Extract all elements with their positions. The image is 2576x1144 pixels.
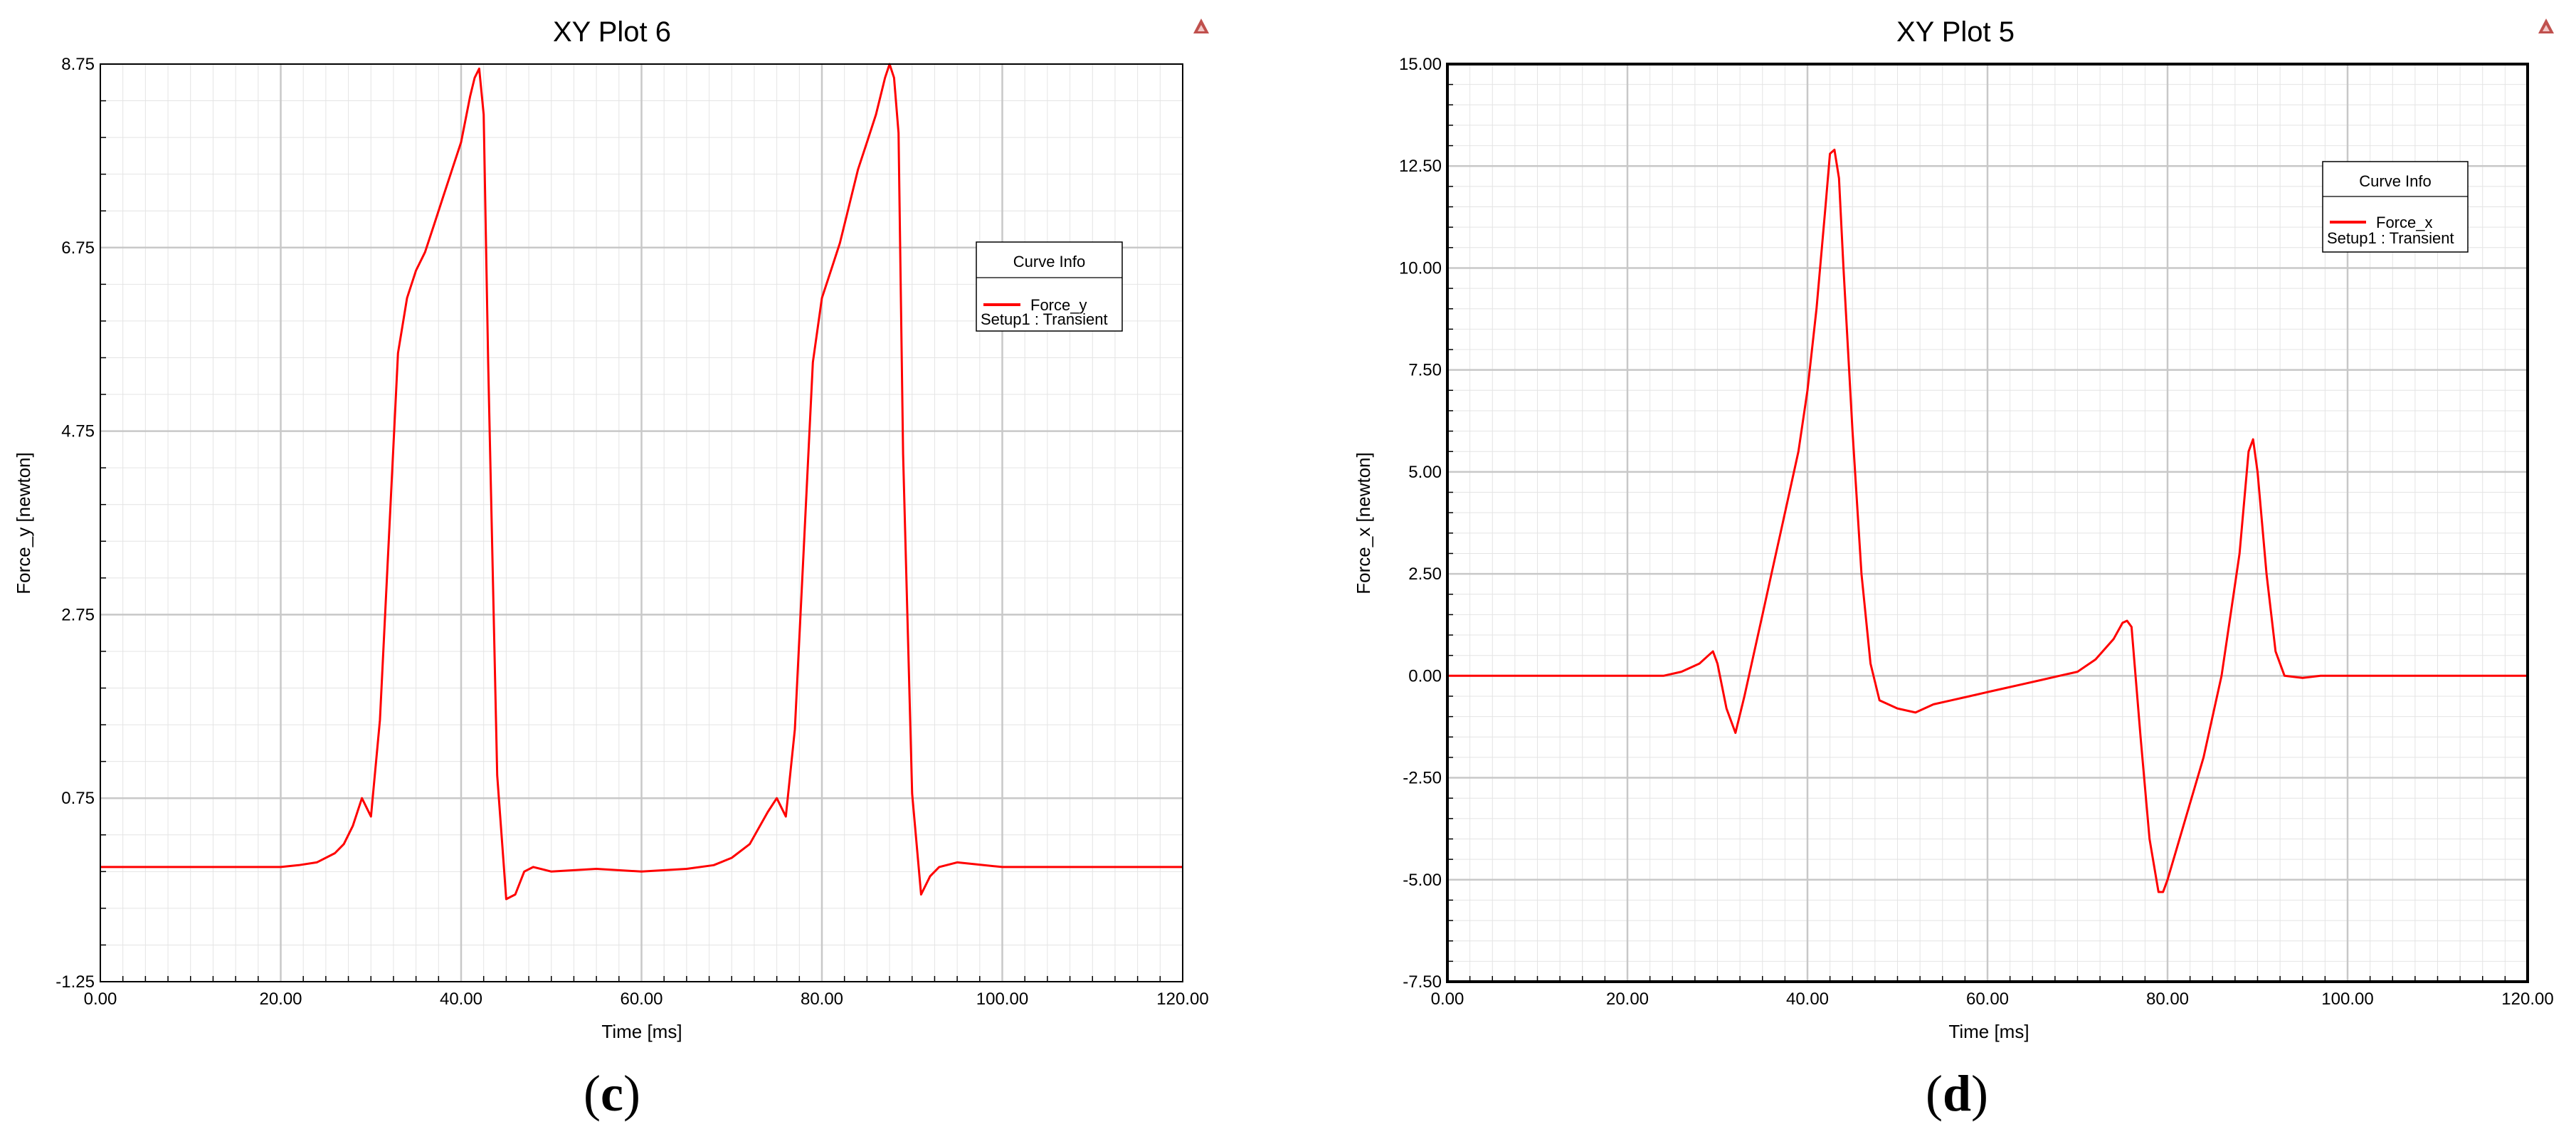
legend-entry-name: Force_x xyxy=(2376,214,2432,231)
y-tick-label: 0.75 xyxy=(61,789,95,808)
x-tick-label: 60.00 xyxy=(1966,990,2009,1009)
y-tick-label: 10.00 xyxy=(1399,258,1442,278)
x-tick-labels: 0.00 20.00 40.00 60.00 80.00 100.00 120.00 xyxy=(1431,990,2554,1009)
y-tick-label: 2.75 xyxy=(61,605,95,624)
x-axis-label: Time [ms] xyxy=(601,1021,682,1042)
x-tick-label: 60.00 xyxy=(620,990,663,1009)
y-tick-label: -7.50 xyxy=(1403,972,1442,992)
subfigure-caption-c: (c) xyxy=(584,1065,640,1122)
x-tick-label: 80.00 xyxy=(801,990,843,1009)
x-tick-label: 20.00 xyxy=(259,990,302,1009)
y-tick-label: 2.50 xyxy=(1408,565,1442,584)
y-tick-label: 4.75 xyxy=(61,422,95,441)
x-tick-label: 100.00 xyxy=(2321,990,2373,1009)
legend-box xyxy=(976,241,1123,332)
caption-letter: c xyxy=(601,1065,623,1122)
chart-panel-d: XY Plot 5 0.00 20.00 40.00 60.00 80.00 100.00… xyxy=(1353,16,2554,1122)
x-tick-label: 120.00 xyxy=(1156,990,1208,1009)
series-line xyxy=(1447,148,2528,893)
y-axis-label: Force_x [newton] xyxy=(1353,452,1374,594)
triangle-inner xyxy=(1198,25,1205,31)
chart-title: XY Plot 6 xyxy=(553,16,671,48)
y-tick-label: -1.25 xyxy=(56,972,95,992)
x-tick-labels: 0.00 20.00 40.00 60.00 80.00 100.00 120.00 xyxy=(84,990,1209,1009)
chart-panel-c: XY Plot 6 0.00 20.00 40.00 60.00 80.00 100.00… xyxy=(13,16,1209,1122)
y-axis-label: Force_y [newton] xyxy=(13,452,34,594)
warning-triangle-icon[interactable] xyxy=(2538,19,2554,33)
legend-header: Curve Info xyxy=(2359,172,2432,190)
legend-entry-detail: Setup1 : Transient xyxy=(2327,229,2454,247)
legend[interactable]: Curve Info Force_x Setup1 : Transient xyxy=(2322,161,2469,253)
caption-letter: d xyxy=(1943,1065,1971,1122)
warning-triangle-icon[interactable] xyxy=(1193,19,1209,33)
plot-frame xyxy=(100,63,1183,982)
x-tick-label: 80.00 xyxy=(2146,990,2189,1009)
y-tick-label: 6.75 xyxy=(61,238,95,258)
x-tick-label: 0.00 xyxy=(1431,990,1464,1009)
y-tick-labels: -7.50 -5.00 -2.50 0.00 2.50 5.00 7.50 10.00 12.5… xyxy=(1399,55,1442,992)
x-axis-label: Time [ms] xyxy=(1948,1021,2029,1042)
x-tick-label: 0.00 xyxy=(84,990,117,1009)
legend-box xyxy=(2322,161,2469,253)
plot-frame xyxy=(1446,63,2529,983)
subfigure-caption-d: (d) xyxy=(1926,1065,1988,1122)
y-tick-label: 8.75 xyxy=(61,55,95,74)
y-tick-label: 7.50 xyxy=(1408,361,1442,380)
legend-header: Curve Info xyxy=(1013,253,1086,271)
series-force-y xyxy=(100,63,1183,901)
triangle-inner xyxy=(2543,25,2550,31)
y-tick-label: -2.50 xyxy=(1403,769,1442,788)
x-tick-label: 40.00 xyxy=(440,990,482,1009)
chart-title: XY Plot 5 xyxy=(1896,16,2015,48)
y-tick-label: 12.50 xyxy=(1399,157,1442,176)
x-tick-label: 40.00 xyxy=(1786,990,1829,1009)
y-tick-label: 5.00 xyxy=(1408,463,1442,482)
legend-entry-name: Force_y xyxy=(1030,296,1087,314)
y-tick-label: -5.00 xyxy=(1403,871,1442,890)
y-tick-labels: -1.25 0.75 2.75 4.75 6.75 8.75 xyxy=(56,55,95,992)
y-tick-label: 0.00 xyxy=(1408,666,1442,686)
legend[interactable]: Curve Info Force_y Setup1 : Transient xyxy=(976,241,1123,332)
legend-entry-detail: Setup1 : Transient xyxy=(981,310,1108,328)
major-gridlines xyxy=(100,64,1183,982)
series-force-x xyxy=(1447,148,2528,893)
x-tick-label: 120.00 xyxy=(2501,990,2553,1009)
x-tick-label: 100.00 xyxy=(976,990,1028,1009)
series-line xyxy=(100,63,1183,901)
y-tick-label: 15.00 xyxy=(1399,55,1442,74)
x-tick-label: 20.00 xyxy=(1606,990,1649,1009)
